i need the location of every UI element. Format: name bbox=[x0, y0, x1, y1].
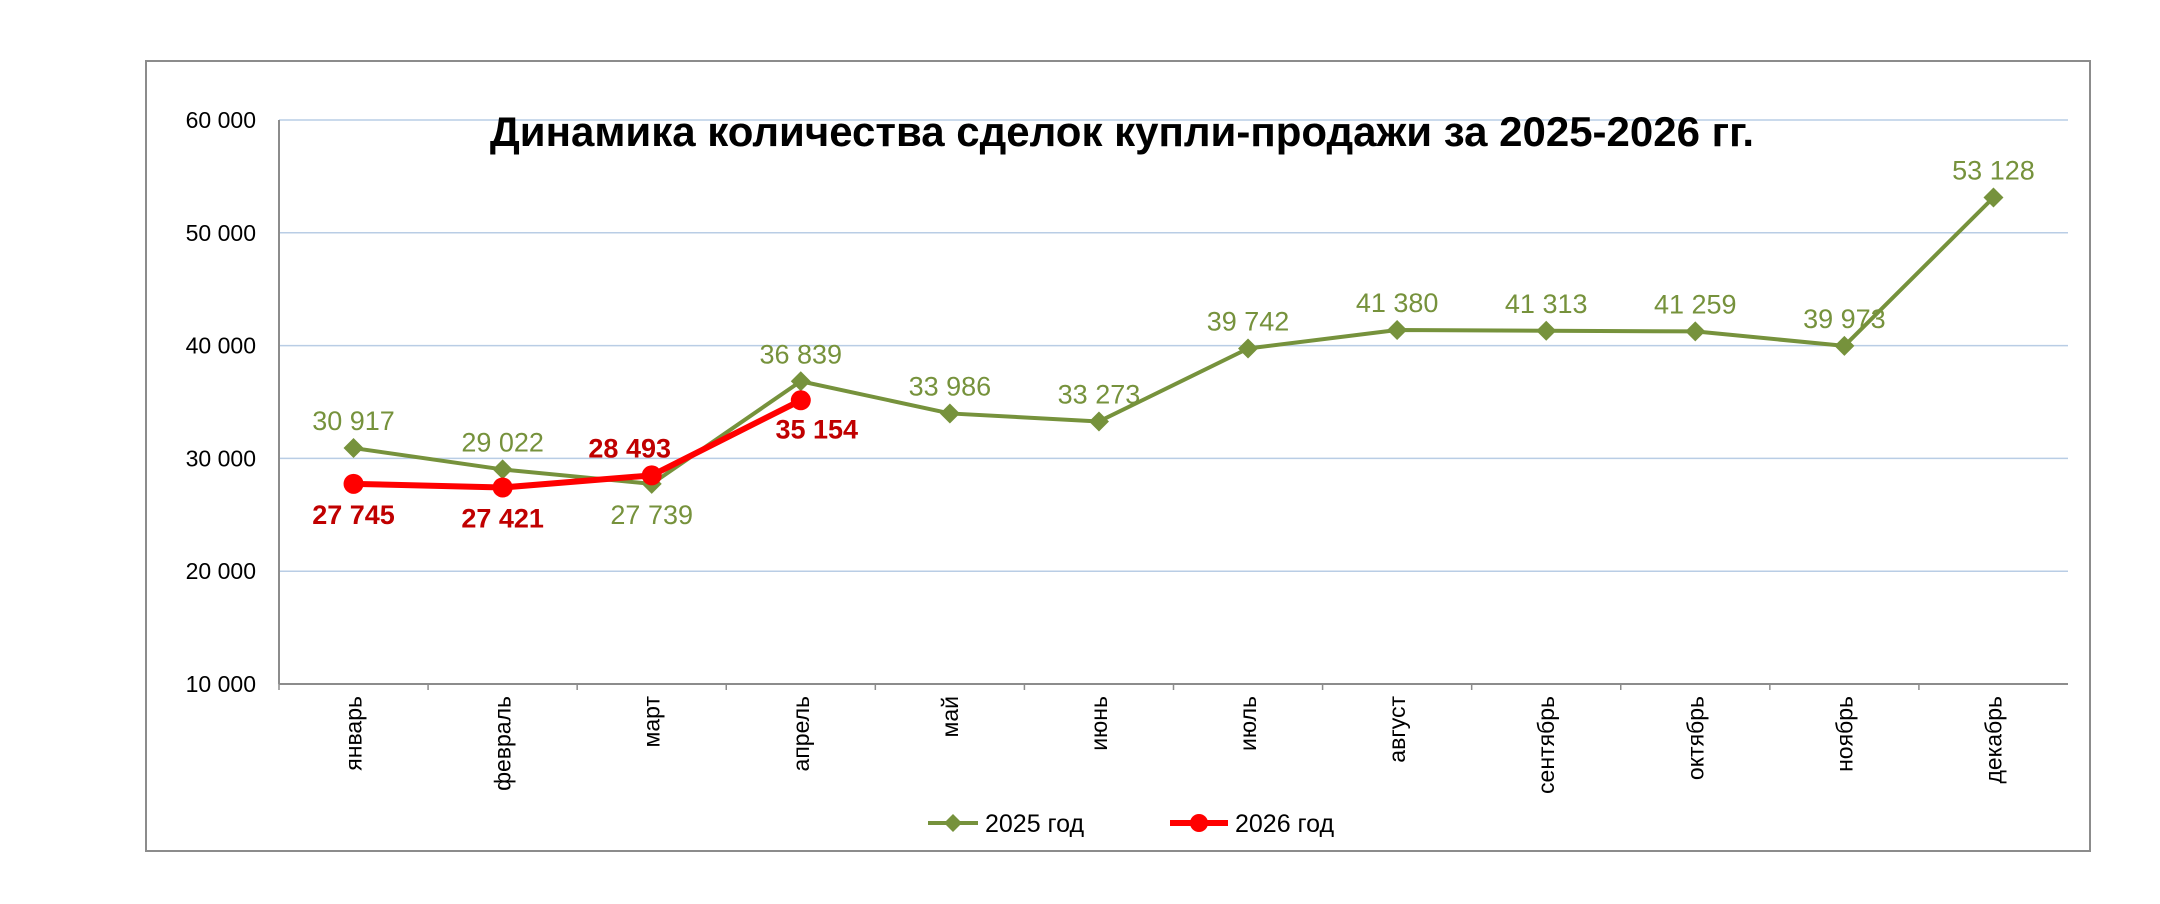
marker-2025 bbox=[1088, 411, 1109, 432]
y-tick-label: 20 000 bbox=[186, 558, 256, 584]
legend-marker-2026 bbox=[1190, 814, 1208, 832]
series: 30 917 29 022 27 739 36 839 33 986 33 273 39 7… bbox=[312, 156, 2035, 534]
y-tick-label: 60 000 bbox=[186, 107, 256, 133]
marker-2025 bbox=[1685, 321, 1706, 342]
x-tick-label: май bbox=[937, 696, 963, 737]
marker-2025 bbox=[1834, 335, 1855, 356]
marker-2025 bbox=[1387, 320, 1408, 341]
marker-2025 bbox=[1536, 320, 1557, 341]
x-tick-label: январь bbox=[341, 696, 367, 771]
data-label-2026: 27 421 bbox=[461, 503, 544, 533]
x-axis-ticks: январь февраль март апрель май июнь июль август… bbox=[278, 684, 2006, 794]
x-tick-label: март bbox=[639, 696, 665, 748]
series-line-2025 bbox=[353, 196, 1995, 486]
data-label-2026: 28 493 bbox=[588, 433, 671, 463]
chart-title: Динамика количества сделок купли-продажи… bbox=[490, 108, 1754, 155]
marker-2025 bbox=[492, 459, 513, 480]
x-tick-label: апрель bbox=[788, 696, 814, 771]
legend-label-2025: 2025 год bbox=[985, 810, 1084, 838]
marker-2026 bbox=[790, 390, 811, 411]
data-label-2025: 36 839 bbox=[759, 339, 842, 369]
marker-2026 bbox=[641, 465, 662, 486]
chart-frame bbox=[145, 60, 2091, 852]
marker-2025 bbox=[939, 403, 960, 424]
x-tick-label: июнь bbox=[1086, 696, 1112, 751]
y-tick-label: 10 000 bbox=[186, 671, 256, 697]
data-label-2025: 33 986 bbox=[909, 371, 992, 401]
data-label-2026: 27 745 bbox=[312, 500, 395, 530]
gridlines bbox=[279, 119, 2068, 572]
marker-2025 bbox=[790, 371, 811, 392]
marker-2026 bbox=[343, 473, 364, 494]
x-tick-label: август bbox=[1384, 696, 1410, 763]
data-label-2025: 41 313 bbox=[1505, 289, 1588, 319]
data-label-2026: 35 154 bbox=[775, 414, 858, 444]
x-tick-label: декабрь bbox=[1980, 696, 2006, 784]
data-label-2025: 39 742 bbox=[1207, 307, 1290, 337]
y-axis-ticks: 10 000 20 000 30 000 40 000 50 000 60 000 bbox=[186, 107, 256, 697]
data-label-2025: 27 739 bbox=[610, 500, 693, 530]
marker-2025 bbox=[343, 438, 364, 459]
x-tick-label: сентябрь bbox=[1533, 696, 1559, 794]
data-label-2025: 30 917 bbox=[312, 406, 395, 436]
x-tick-label: октябрь bbox=[1682, 696, 1708, 780]
y-tick-label: 50 000 bbox=[186, 220, 256, 246]
data-label-2025: 53 128 bbox=[1952, 156, 2035, 186]
x-tick-label: ноябрь bbox=[1831, 696, 1857, 772]
legend-marker-2025 bbox=[944, 814, 962, 832]
x-tick-label: февраль bbox=[490, 696, 516, 791]
marker-2025 bbox=[1238, 338, 1259, 359]
data-label-2025: 33 273 bbox=[1058, 379, 1141, 409]
data-label-2025: 41 259 bbox=[1654, 289, 1737, 319]
legend: 2025 год 2026 год bbox=[928, 810, 1334, 838]
series-line-2026 bbox=[353, 397, 803, 491]
marker-2025 bbox=[1983, 187, 2004, 208]
data-label-2025: 39 973 bbox=[1803, 304, 1886, 334]
data-label-2025: 29 022 bbox=[461, 427, 544, 457]
y-tick-label: 30 000 bbox=[186, 445, 256, 471]
y-tick-label: 40 000 bbox=[186, 333, 256, 359]
marker-2026 bbox=[492, 477, 513, 498]
data-label-2025: 41 380 bbox=[1356, 288, 1439, 318]
x-tick-label: июль bbox=[1235, 696, 1261, 751]
legend-label-2026: 2026 год bbox=[1235, 810, 1334, 838]
